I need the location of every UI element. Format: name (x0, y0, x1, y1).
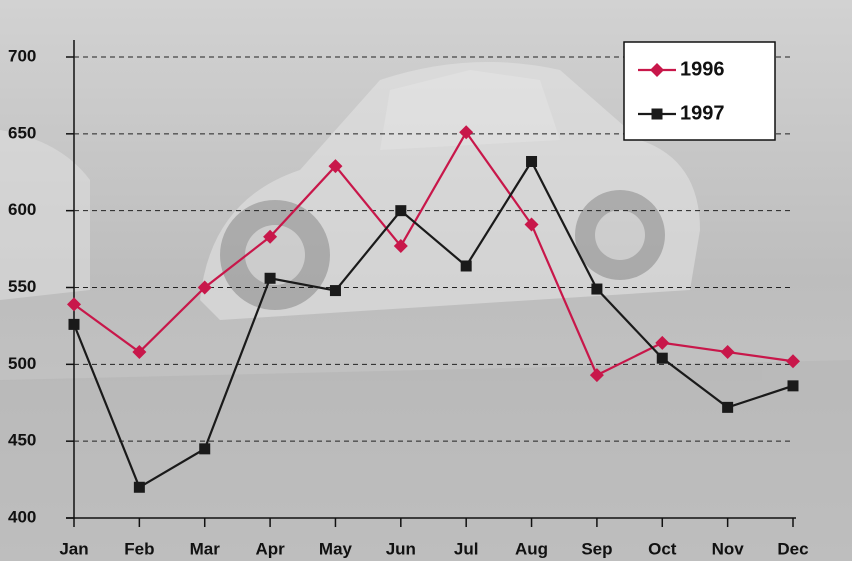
marker (132, 345, 147, 360)
x-tick-label: Aug (515, 539, 548, 558)
marker (460, 260, 472, 272)
line (72, 159, 794, 489)
legend-marker (651, 108, 663, 120)
marker (197, 280, 212, 295)
y-tick-label: 400 (8, 507, 36, 526)
marker (591, 283, 603, 295)
marker (786, 354, 800, 369)
legend (623, 41, 776, 141)
marker (720, 345, 735, 360)
x-tick-label: Jun (386, 539, 416, 558)
y-tick-label: 550 (8, 277, 36, 296)
x-tick-label: Feb (124, 539, 154, 558)
marker (787, 380, 799, 392)
marker (656, 352, 668, 364)
marker (133, 481, 145, 493)
x-tick-label: Jul (454, 539, 479, 558)
y-tick-label: 650 (8, 123, 36, 142)
x-tick-label: Apr (255, 539, 285, 558)
legend-label: 1997 (680, 102, 725, 124)
marker (68, 318, 80, 330)
marker (459, 125, 474, 140)
x-tick-label: May (319, 539, 353, 558)
marker (524, 217, 539, 232)
legend-marker (650, 63, 664, 77)
y-tick-label: 500 (8, 354, 36, 373)
marker (199, 443, 211, 455)
x-tick-label: Nov (712, 539, 745, 558)
y-tick-label: 450 (8, 431, 36, 450)
marker (263, 229, 278, 244)
marker (264, 272, 276, 284)
background-photo (0, 62, 852, 561)
marker (329, 285, 341, 297)
legend-label: 1996 (680, 58, 725, 80)
x-tick-label: Sep (581, 539, 612, 558)
x-tick-label: Mar (190, 539, 221, 558)
marker (395, 205, 407, 217)
line (73, 130, 794, 377)
x-tick-label: Oct (648, 539, 677, 558)
marker (67, 297, 81, 312)
x-tick-label: Jan (59, 539, 88, 558)
marker (328, 159, 343, 174)
marker (393, 239, 408, 254)
x-tick-label: Dec (777, 539, 808, 558)
y-tick-label: 600 (8, 200, 36, 219)
y-tick-label: 700 (8, 46, 36, 65)
marker (526, 155, 538, 167)
marker (722, 401, 734, 413)
marker (655, 335, 670, 350)
marker (589, 368, 604, 383)
